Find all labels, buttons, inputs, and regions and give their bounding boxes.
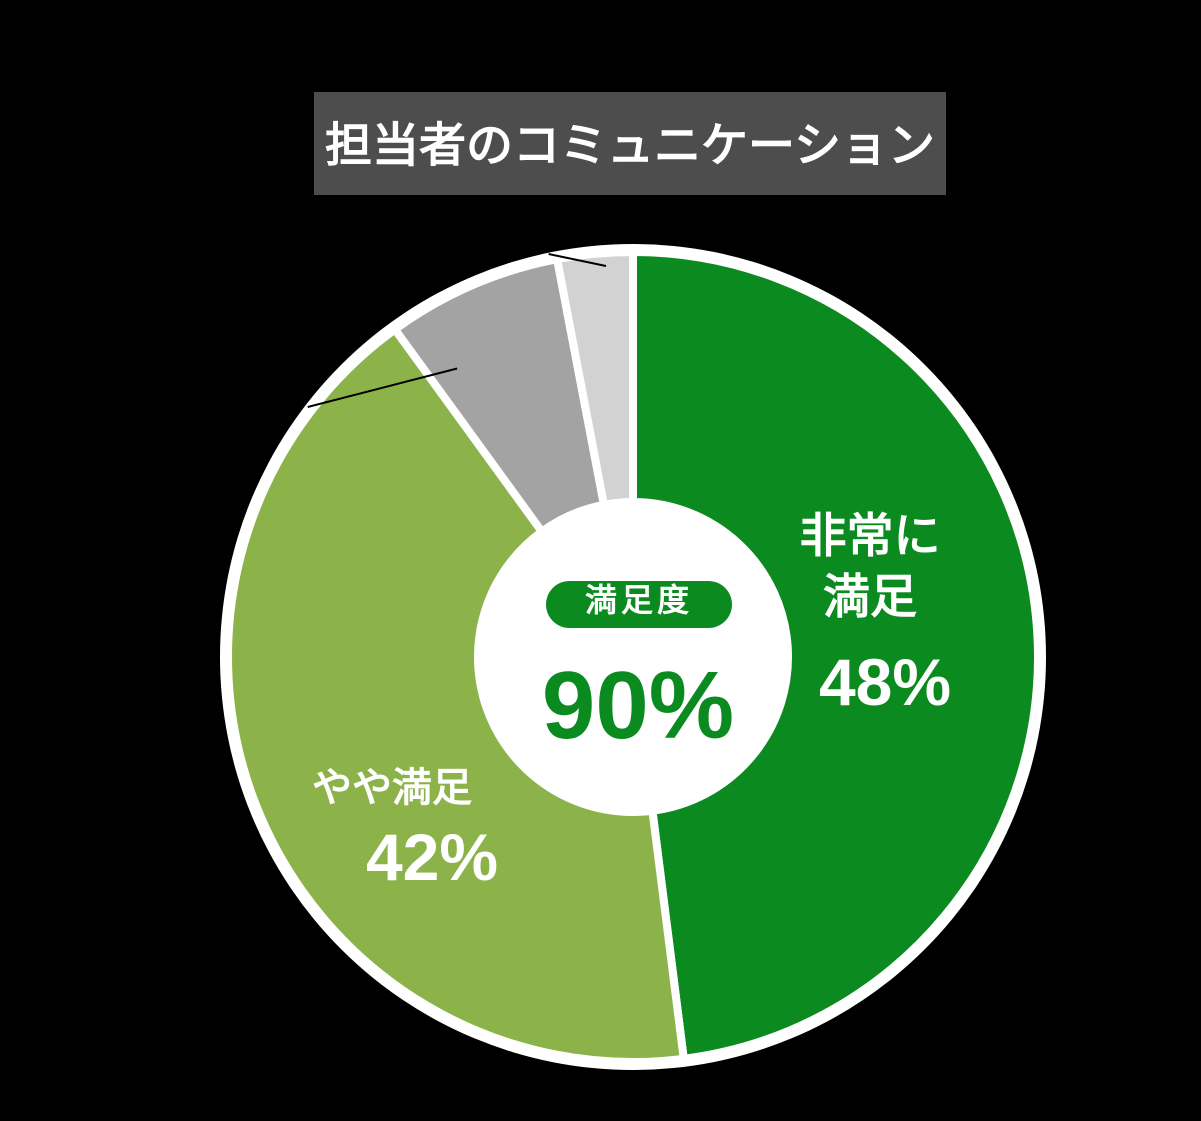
svg-text:非常に: 非常に [800,509,941,562]
svg-text:満足度: 満足度 [585,582,693,618]
svg-text:満足: 満足 [823,570,917,623]
svg-text:48%: 48% [819,645,951,719]
svg-text:90%: 90% [542,652,734,759]
svg-text:やや満足: やや満足 [312,766,472,810]
svg-text:42%: 42% [366,820,498,894]
svg-text:担当者のコミュニケーション: 担当者のコミュニケーション [325,118,935,171]
